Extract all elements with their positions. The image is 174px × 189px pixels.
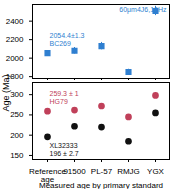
svg-text:BC269: BC269 <box>50 40 72 47</box>
svg-text:HG79: HG79 <box>50 98 68 105</box>
svg-text:2000: 2000 <box>6 54 24 63</box>
svg-text:Measured age by primary standa: Measured age by primary standard <box>39 181 163 189</box>
svg-text:XL32333: XL32333 <box>50 142 78 149</box>
svg-text:259.3 ± 1: 259.3 ± 1 <box>50 90 79 97</box>
svg-text:300: 300 <box>10 90 24 99</box>
svg-text:YGX: YGX <box>147 167 165 176</box>
svg-text:91500: 91500 <box>63 167 86 176</box>
svg-text:200: 200 <box>10 131 24 140</box>
svg-text:196 ± 2.7: 196 ± 2.7 <box>50 150 79 157</box>
svg-text:PL-57: PL-57 <box>91 167 113 176</box>
svg-text:250: 250 <box>10 110 24 119</box>
svg-text:2400: 2400 <box>6 17 24 26</box>
svg-text:RMJG: RMJG <box>117 167 140 176</box>
svg-text:2054.4±1.3: 2054.4±1.3 <box>50 32 85 39</box>
svg-text:60μm4J6,10Hz: 60μm4J6,10Hz <box>119 6 167 14</box>
svg-text:2200: 2200 <box>6 35 24 44</box>
svg-text:150: 150 <box>10 151 24 160</box>
